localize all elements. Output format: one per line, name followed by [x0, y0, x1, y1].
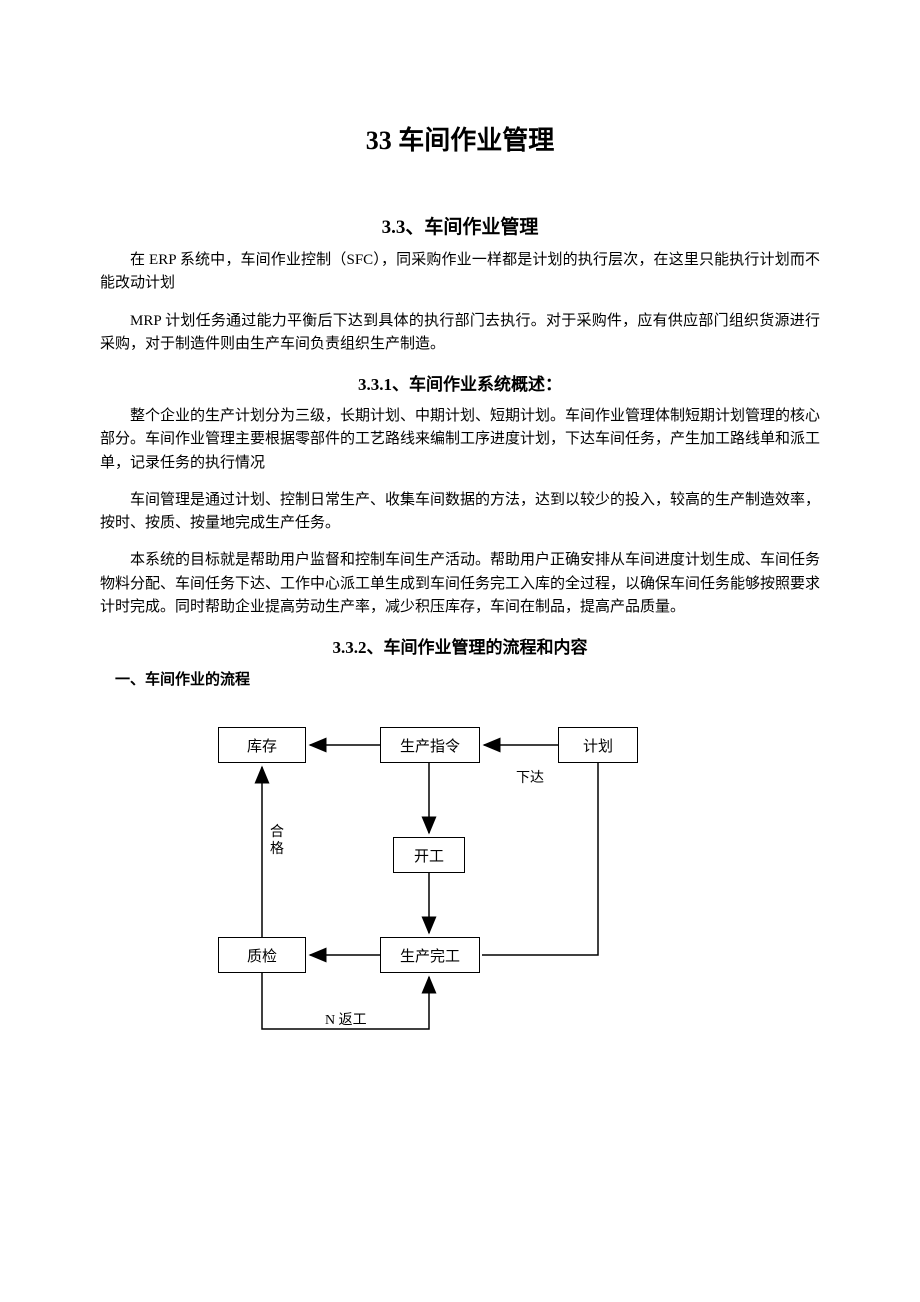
workshop-flowchart: 库存 生产指令 计划 开工 生产完工 质检 下达 合 格 N 返工 — [170, 707, 670, 1087]
paragraph-2: MRP 计划任务通过能力平衡后下达到具体的执行部门去执行。对于采购件，应有供应部… — [100, 310, 820, 357]
flow-label-xiada: 下达 — [516, 767, 544, 787]
subsection-title-2: 3.3.2、车间作业管理的流程和内容 — [100, 633, 820, 658]
page-main-title: 33 车间作业管理 — [100, 120, 820, 157]
flow-label-fangong: N 返工 — [325, 1009, 367, 1029]
flow-node-wangong: 生产完工 — [380, 937, 480, 973]
flowchart-connectors — [170, 707, 670, 1087]
paragraph-1: 在 ERP 系统中，车间作业控制（SFC），同采购作业一样都是计划的执行层次，在… — [100, 249, 820, 296]
paragraph-4: 车间管理是通过计划、控制日常生产、收集车间数据的方法，达到以较少的投入，较高的生… — [100, 489, 820, 536]
flow-node-kaigong: 开工 — [393, 837, 465, 873]
section-title: 3.3、车间作业管理 — [100, 212, 820, 239]
paragraph-5: 本系统的目标就是帮助用户监督和控制车间生产活动。帮助用户正确安排从车间进度计划生… — [100, 549, 820, 619]
flow-node-kucun: 库存 — [218, 727, 306, 763]
flow-label-hege: 合 格 — [270, 825, 284, 859]
flow-node-zhiling: 生产指令 — [380, 727, 480, 763]
subsection-title-1: 3.3.1、车间作业系统概述： — [100, 370, 820, 395]
flow-node-zhijian: 质检 — [218, 937, 306, 973]
paragraph-3: 整个企业的生产计划分为三级，长期计划、中期计划、短期计划。车间作业管理体制短期计… — [100, 405, 820, 475]
inline-heading: 一、车间作业的流程 — [100, 668, 820, 689]
flow-node-jihua: 计划 — [558, 727, 638, 763]
